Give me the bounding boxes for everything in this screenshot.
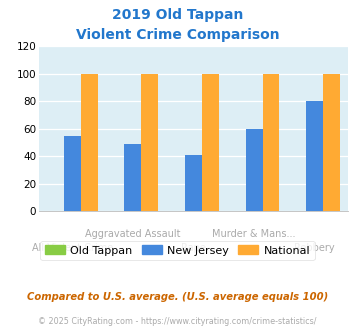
Bar <box>64 136 81 211</box>
Bar <box>246 129 262 211</box>
Bar <box>81 74 98 211</box>
Bar <box>323 74 340 211</box>
Bar <box>141 74 158 211</box>
Legend: Old Tappan, New Jersey, National: Old Tappan, New Jersey, National <box>40 241 315 260</box>
Text: Violent Crime Comparison: Violent Crime Comparison <box>76 28 279 42</box>
Text: Aggravated Assault: Aggravated Assault <box>85 229 181 239</box>
Text: All Violent Crime: All Violent Crime <box>32 243 113 253</box>
Text: © 2025 CityRating.com - https://www.cityrating.com/crime-statistics/: © 2025 CityRating.com - https://www.city… <box>38 317 317 326</box>
Text: Compared to U.S. average. (U.S. average equals 100): Compared to U.S. average. (U.S. average … <box>27 292 328 302</box>
Text: 2019 Old Tappan: 2019 Old Tappan <box>112 8 243 22</box>
Bar <box>306 101 323 211</box>
Text: Robbery: Robbery <box>294 243 335 253</box>
Text: Murder & Mans...: Murder & Mans... <box>212 229 296 239</box>
Bar <box>185 155 202 211</box>
Bar <box>202 74 219 211</box>
Text: Rape: Rape <box>181 243 206 253</box>
Bar <box>262 74 279 211</box>
Bar <box>125 144 141 211</box>
